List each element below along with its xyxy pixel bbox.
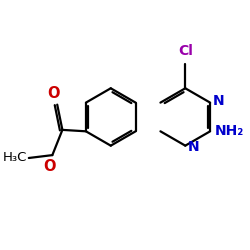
Text: H₃C: H₃C: [2, 152, 27, 164]
Text: Cl: Cl: [178, 44, 193, 58]
Text: O: O: [48, 86, 60, 100]
Text: NH₂: NH₂: [215, 124, 244, 138]
Text: N: N: [213, 94, 224, 108]
Text: N: N: [188, 140, 200, 154]
Text: O: O: [43, 159, 56, 174]
